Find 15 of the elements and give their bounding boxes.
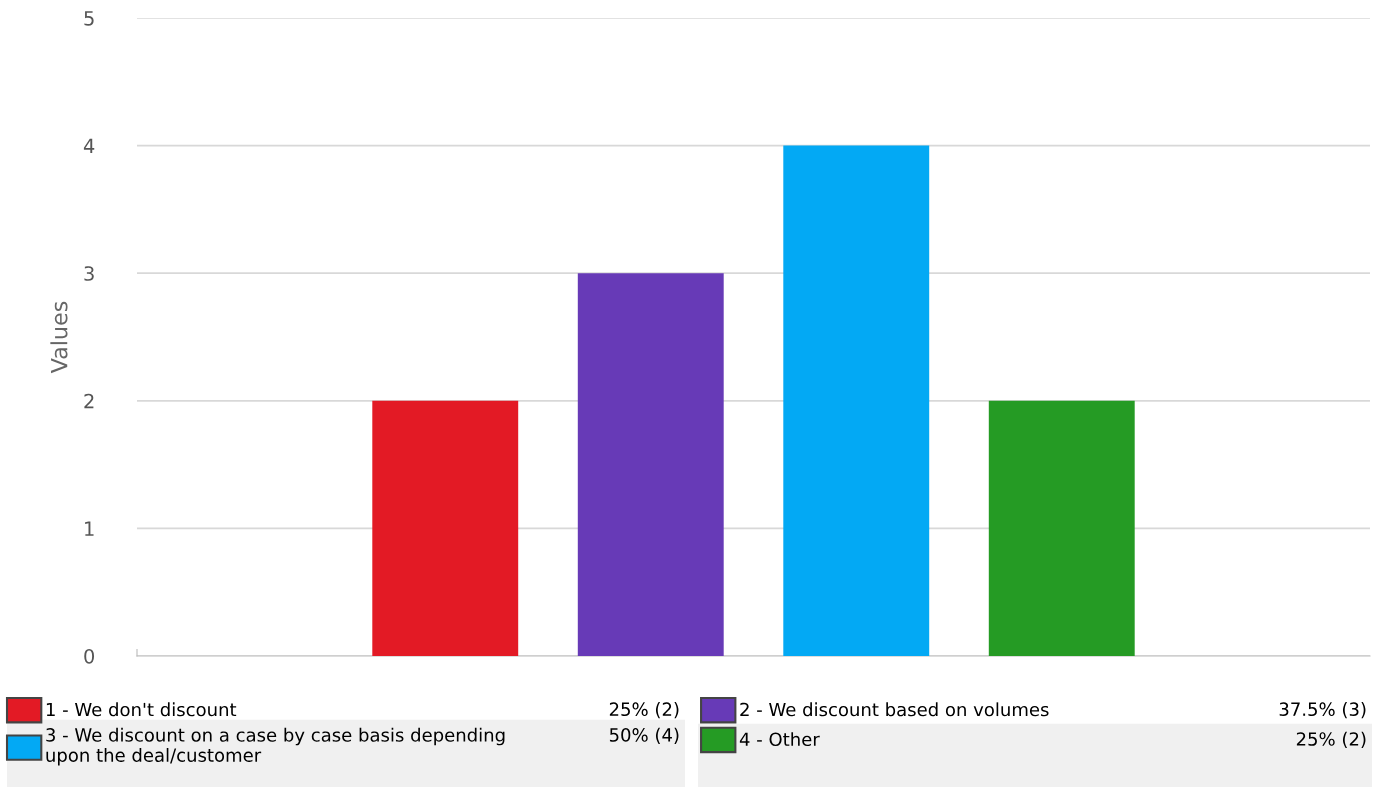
legend-label: 2 - We discount based on volumes [740, 702, 1049, 717]
y-axis-title: Values [50, 301, 68, 374]
text: 37.5% (3) [1279, 702, 1366, 719]
legend-label: 3 - We discount on a case by case basis depending upon the deal/customer [46, 727, 505, 766]
y-tick-label: 5 [84, 11, 94, 26]
legend-label: 1 - We don't discount [46, 702, 237, 717]
text: 25% (2) [609, 702, 679, 719]
legend-label: 4 - Other [739, 732, 820, 747]
y-tick-label: 2 [84, 393, 94, 409]
y-tick-label: 3 [84, 266, 94, 281]
y-tick-label: 4 [83, 138, 95, 153]
text: 50% (4) [609, 727, 679, 744]
y-tick-label: 1 [85, 521, 94, 536]
y-tick-label: 0 [84, 648, 95, 664]
text: 25% (2) [1296, 731, 1366, 748]
